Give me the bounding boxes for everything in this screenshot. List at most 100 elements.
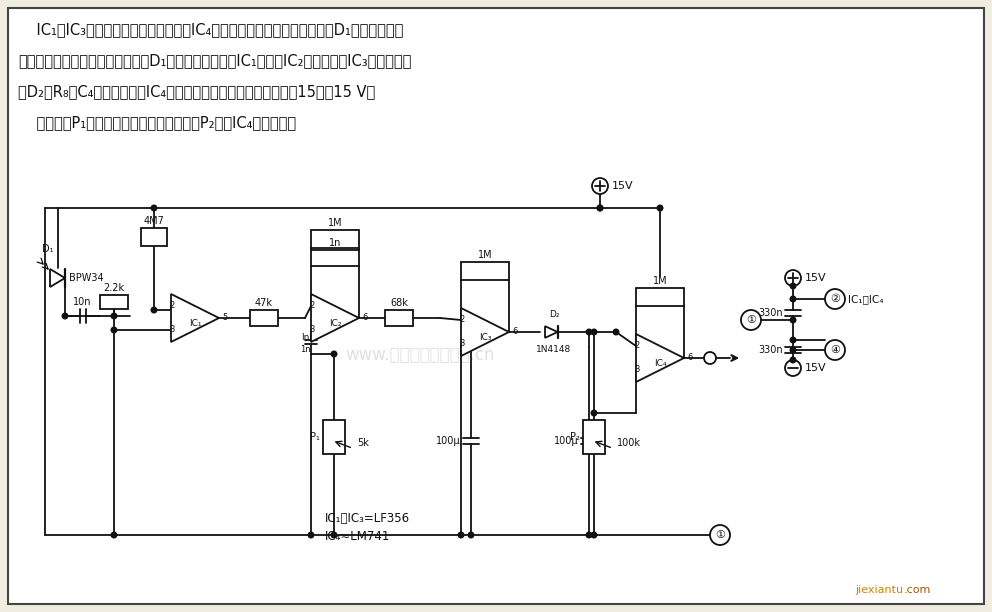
Text: 2: 2 [635,341,640,351]
Circle shape [657,205,663,211]
Text: 4M7: 4M7 [144,216,165,226]
Bar [461,262,509,280]
Text: 5: 5 [222,313,227,323]
Text: 2.2k: 2.2k [103,283,125,293]
Text: 47k: 47k [255,298,273,308]
Text: ④: ④ [830,345,840,355]
Text: D₂: D₂ [549,310,559,319]
Text: D₁: D₁ [42,244,54,254]
Text: 1n: 1n [328,238,341,248]
Polygon shape [311,294,359,342]
Text: 15V: 15V [805,363,826,373]
Text: 2: 2 [170,302,175,310]
Circle shape [458,532,464,538]
Text: 330n: 330n [758,345,783,355]
Text: www.沃客科技有限公司.cn: www.沃客科技有限公司.cn [345,346,495,364]
Text: 2: 2 [459,316,465,324]
Text: 2: 2 [310,302,315,310]
Text: 6: 6 [687,354,692,362]
Circle shape [151,307,157,313]
Text: 100μ: 100μ [555,436,579,446]
Circle shape [825,289,845,309]
Text: 3: 3 [459,340,465,348]
Circle shape [791,337,796,343]
Polygon shape [171,294,219,342]
Circle shape [597,205,603,211]
Circle shape [586,329,592,335]
Bar [385,310,413,326]
Bar [311,230,359,248]
Circle shape [331,351,337,357]
Text: 3: 3 [635,365,640,375]
Circle shape [597,205,603,211]
Text: 5k: 5k [357,438,369,448]
Text: IC₂: IC₂ [328,319,341,329]
Text: IC₁～IC₃=LF356: IC₁～IC₃=LF356 [325,512,410,525]
Circle shape [591,410,597,416]
Circle shape [331,532,337,538]
Polygon shape [461,308,509,356]
Text: BPW34: BPW34 [69,273,103,283]
Circle shape [151,205,157,211]
Text: 1M: 1M [327,218,342,228]
Polygon shape [50,269,65,287]
Circle shape [791,317,796,323]
Text: ①: ① [746,315,756,325]
Text: 1n: 1n [300,346,310,354]
Text: 10n: 10n [73,297,91,307]
Text: P₂: P₂ [570,432,580,442]
Text: 330n: 330n [758,308,783,318]
Text: 1M: 1M [478,250,492,260]
Circle shape [592,178,608,194]
Bar [250,310,278,326]
Text: 6: 6 [362,313,367,323]
Text: IC₁～IC₃是高输入阻抗运算放大器，IC₄是通用运算放大器。光电二极管D₁工作在电流方: IC₁～IC₃是高输入阻抗运算放大器，IC₄是通用运算放大器。光电二极管D₁工作… [18,22,404,37]
Text: 15V: 15V [612,181,634,191]
Text: 经D₂、R₈、C₄整流滤波，由IC₄组成的比较器输出，输出范围为－15～＋15 V。: 经D₂、R₈、C₄整流滤波，由IC₄组成的比较器输出，输出范围为－15～＋15 … [18,84,375,99]
Text: 1M: 1M [653,276,668,286]
Circle shape [704,352,716,364]
Text: IC₁～IC₄: IC₁～IC₄ [848,294,884,304]
Text: IC₁: IC₁ [188,319,201,329]
Circle shape [591,532,597,538]
Circle shape [111,313,117,319]
Text: 式下，具有较高的反向偏置电压。D₁接收到的光信号经IC₁放大、IC₂滤波，再经IC₃放大，最后: 式下，具有较高的反向偏置电压。D₁接收到的光信号经IC₁放大、IC₂滤波，再经I… [18,53,412,68]
Circle shape [741,310,761,330]
Text: ①: ① [715,530,725,540]
Text: 100k: 100k [617,438,641,448]
Polygon shape [636,334,684,382]
Text: 电路中，P₁调整带通滤波器的中心频率，P₂调整IC₄的翻转点。: 电路中，P₁调整带通滤波器的中心频率，P₂调整IC₄的翻转点。 [18,115,297,130]
Text: 1N4148: 1N4148 [537,345,571,354]
Circle shape [791,283,796,289]
Text: 100μ: 100μ [436,436,461,446]
Bar [311,250,359,266]
Text: 68k: 68k [390,298,408,308]
Text: 6: 6 [512,327,518,337]
Circle shape [791,296,796,302]
Circle shape [613,329,619,335]
Circle shape [791,357,796,363]
Circle shape [591,329,597,335]
Circle shape [62,313,67,319]
Text: jiexiantu: jiexiantu [855,585,903,595]
Text: ②: ② [830,294,840,304]
Circle shape [111,327,117,333]
Text: IC₄: IC₄ [654,359,667,368]
Bar [323,420,345,454]
Bar [141,228,167,246]
Circle shape [785,270,801,286]
Circle shape [309,532,313,538]
Text: IC₄≈LM741: IC₄≈LM741 [325,530,391,543]
Text: In: In [301,334,310,343]
Text: 3: 3 [170,326,175,335]
Circle shape [791,347,796,353]
Bar [583,420,605,454]
Circle shape [586,532,592,538]
Text: 3: 3 [310,326,315,335]
Bar [636,288,684,306]
Text: IC₃: IC₃ [479,334,491,343]
Text: .com: .com [904,585,931,595]
Circle shape [111,532,117,538]
Text: P₁: P₁ [310,432,320,442]
Circle shape [785,360,801,376]
